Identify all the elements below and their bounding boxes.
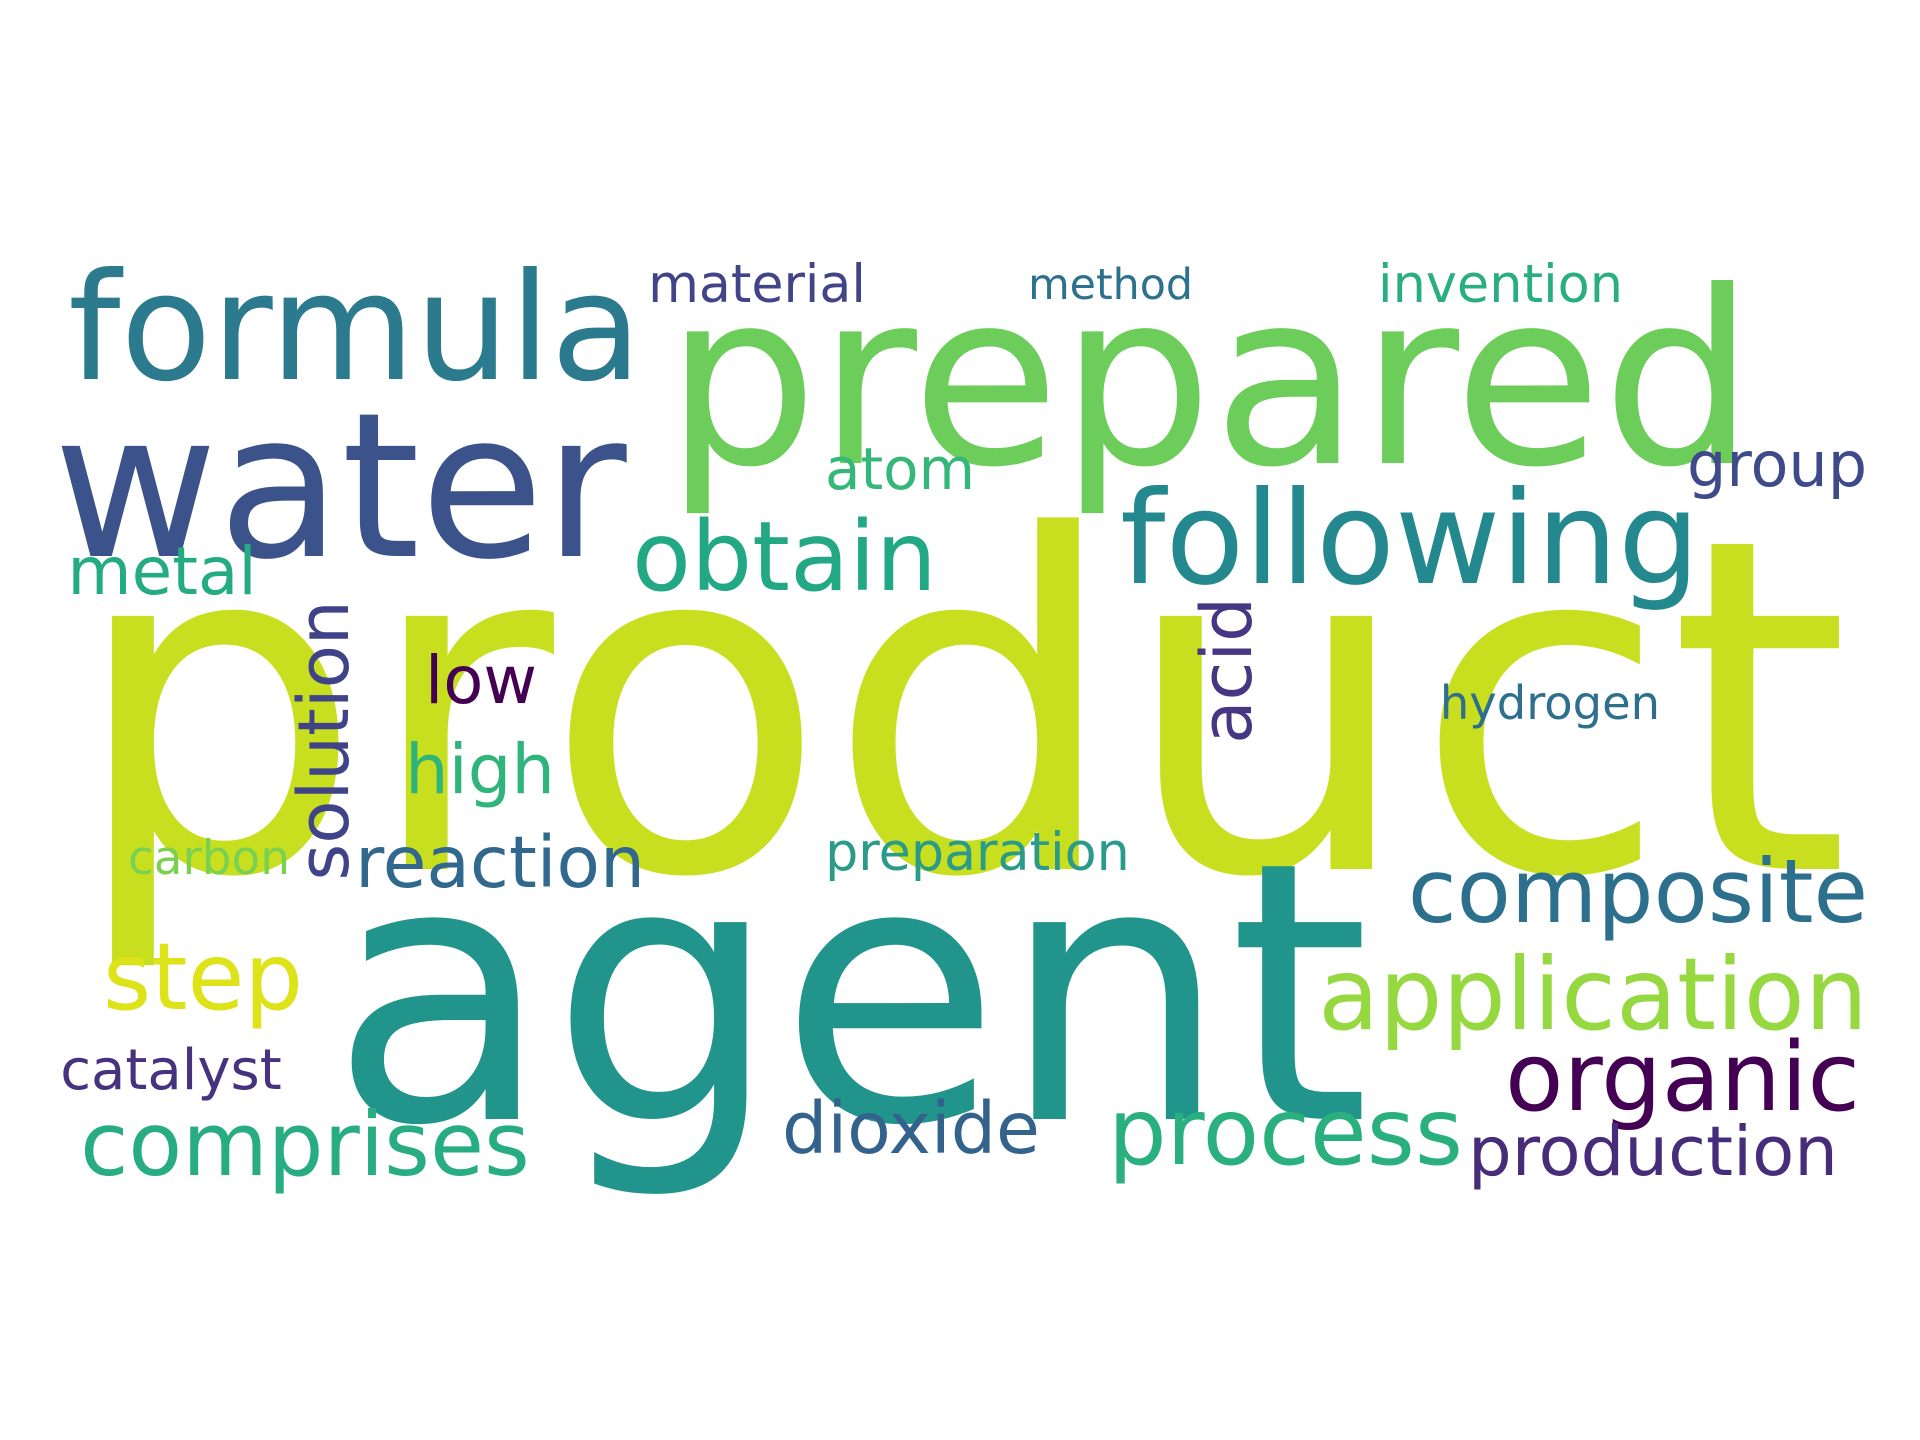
- word-production: production: [1468, 1118, 1838, 1187]
- word-organic: organic: [1505, 1030, 1860, 1126]
- word-low: low: [425, 649, 537, 715]
- word-obtain: obtain: [632, 509, 937, 605]
- word-method: method: [1028, 264, 1193, 307]
- word-comprises: comprises: [80, 1101, 530, 1189]
- word-high: high: [405, 736, 555, 805]
- word-carbon: carbon: [128, 836, 290, 883]
- word-reaction: reaction: [355, 827, 645, 898]
- word-following: following: [1120, 475, 1700, 604]
- word-process: process: [1108, 1086, 1463, 1178]
- word-preparation: preparation: [825, 827, 1130, 879]
- word-solution: solution: [289, 600, 360, 880]
- word-dioxide: dioxide: [782, 1093, 1040, 1164]
- word-catalyst: catalyst: [60, 1043, 282, 1099]
- word-atom: atom: [825, 441, 975, 499]
- word-step: step: [103, 931, 303, 1024]
- word-formula: formula: [68, 255, 642, 404]
- word-group: group: [1687, 434, 1867, 496]
- word-composite: composite: [1408, 848, 1868, 937]
- word-hydrogen: hydrogen: [1440, 680, 1660, 726]
- word-metal: metal: [67, 539, 256, 605]
- word-acid: acid: [1192, 597, 1263, 744]
- word-material: material: [648, 259, 866, 311]
- word-invention: invention: [1378, 259, 1623, 312]
